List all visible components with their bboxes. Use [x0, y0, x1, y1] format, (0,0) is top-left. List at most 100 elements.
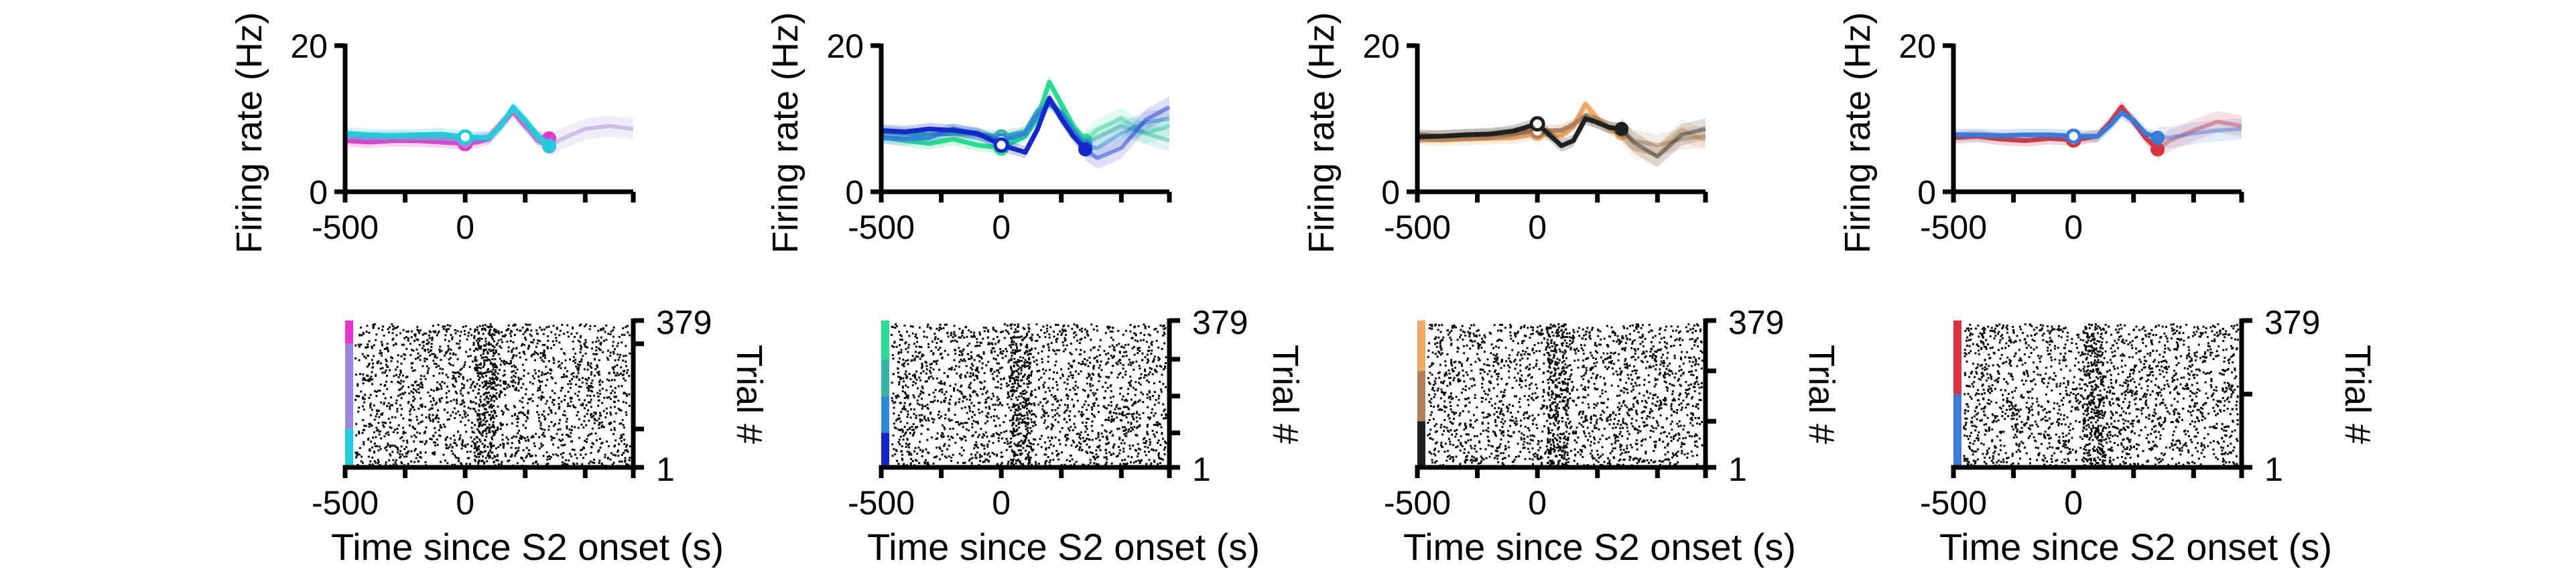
spike	[625, 411, 627, 414]
spike	[417, 388, 420, 390]
spike	[1024, 402, 1027, 404]
spike	[1025, 411, 1028, 414]
spike	[936, 342, 938, 344]
spike	[1055, 323, 1057, 326]
spike	[1021, 404, 1024, 407]
spike	[1019, 414, 1022, 416]
spike	[622, 359, 625, 362]
spike	[974, 414, 976, 416]
spike	[940, 401, 942, 404]
spike	[464, 424, 466, 426]
spike	[574, 353, 576, 355]
spike	[1473, 379, 1476, 382]
spike	[1009, 324, 1012, 327]
spike	[598, 384, 601, 386]
spike	[458, 343, 460, 345]
spike	[461, 394, 464, 397]
spike	[613, 396, 616, 398]
spike	[1118, 343, 1120, 345]
spike	[493, 461, 495, 463]
spike	[434, 330, 436, 333]
spike	[570, 373, 573, 376]
spike	[1563, 382, 1566, 384]
spike	[1563, 339, 1566, 342]
spike	[608, 396, 610, 398]
spike	[932, 352, 935, 355]
spike	[562, 456, 564, 459]
spike	[587, 385, 590, 388]
spike	[932, 353, 935, 355]
spike	[422, 341, 424, 343]
spike	[1501, 430, 1503, 433]
spike	[623, 426, 625, 429]
spike	[625, 345, 627, 347]
spike	[467, 406, 470, 409]
spike	[587, 390, 590, 392]
spike	[1009, 442, 1011, 445]
spike	[1003, 421, 1005, 423]
spike	[402, 329, 405, 331]
spike	[613, 335, 615, 338]
spike	[405, 446, 407, 449]
spike	[1597, 461, 1600, 463]
spike	[1673, 345, 1675, 347]
spike	[1153, 328, 1156, 331]
spike	[940, 415, 943, 418]
spike	[1130, 430, 1133, 433]
spike	[485, 343, 488, 345]
spike	[970, 355, 972, 357]
spike	[527, 410, 529, 412]
spike	[597, 339, 600, 342]
spike	[994, 358, 997, 361]
spike	[932, 368, 935, 371]
spike	[952, 427, 954, 430]
spike	[623, 443, 626, 445]
spike	[1097, 434, 1100, 436]
spike	[1660, 432, 1663, 435]
spike	[369, 404, 371, 406]
spike	[918, 404, 921, 406]
spike	[1029, 394, 1032, 396]
spike	[531, 393, 534, 396]
spike	[1016, 417, 1019, 420]
spike	[988, 341, 990, 344]
spike	[1158, 357, 1161, 360]
spike	[1443, 374, 1446, 377]
spike	[906, 422, 909, 424]
spike	[1003, 430, 1005, 433]
spike	[461, 400, 464, 402]
spike	[919, 441, 921, 443]
spike	[960, 373, 962, 376]
spike	[1696, 422, 1698, 424]
spike	[1125, 398, 1127, 401]
spike	[1010, 359, 1013, 361]
spike	[595, 349, 598, 351]
spike	[589, 401, 592, 404]
spike	[1701, 359, 1703, 362]
spike	[1070, 444, 1073, 447]
spike	[527, 345, 530, 348]
spike	[501, 360, 503, 362]
spike	[1676, 409, 1679, 411]
spike	[421, 420, 424, 422]
spike	[446, 462, 449, 465]
spike	[960, 422, 962, 424]
spike	[927, 428, 929, 430]
spike	[421, 386, 424, 388]
spike	[543, 373, 545, 376]
spike	[916, 402, 919, 405]
spike	[374, 390, 377, 392]
spike	[987, 361, 990, 363]
spike	[596, 366, 599, 369]
spike	[990, 416, 992, 418]
spike	[380, 437, 383, 440]
spike	[1010, 351, 1013, 354]
spike	[995, 432, 998, 435]
spike	[1024, 398, 1027, 401]
spike	[478, 448, 480, 451]
spike	[958, 347, 960, 349]
spike	[997, 341, 1000, 343]
spike	[620, 422, 623, 424]
spike	[499, 428, 502, 430]
spike	[598, 459, 601, 462]
